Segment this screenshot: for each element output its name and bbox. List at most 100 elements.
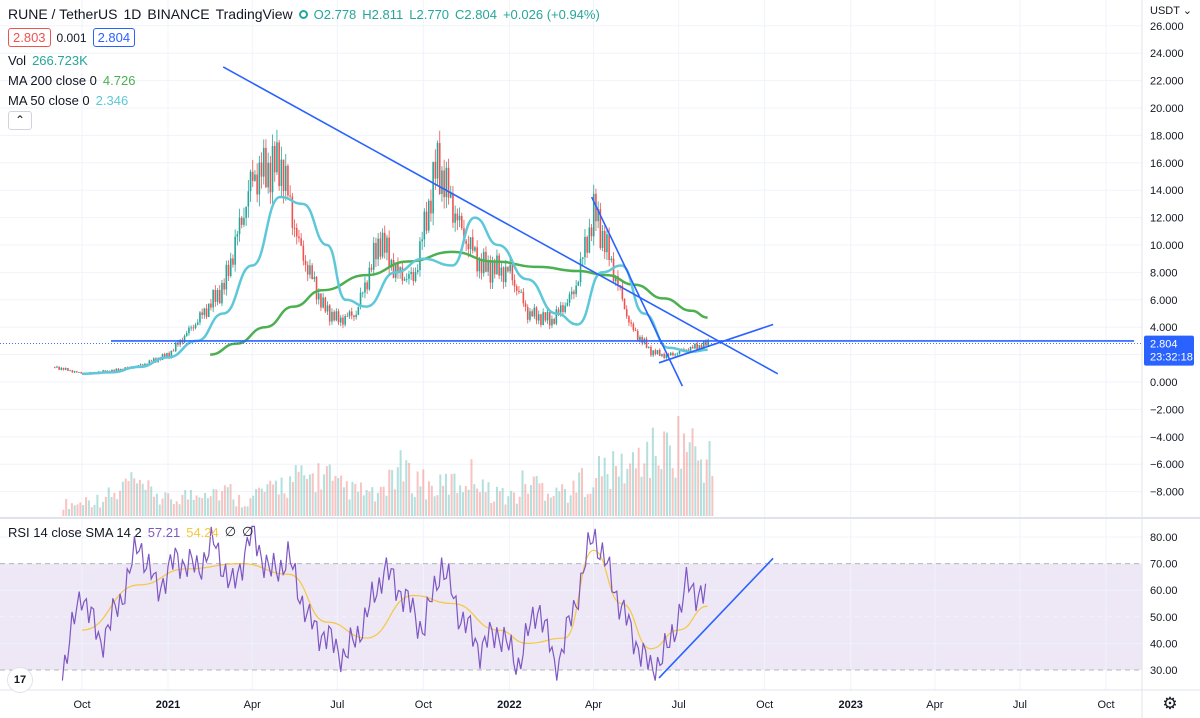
volume-value: 266.723K — [32, 53, 88, 68]
volume-bar — [82, 505, 85, 516]
candle-body — [628, 316, 630, 323]
volume-bar — [563, 489, 566, 516]
volume-bar — [493, 501, 496, 516]
rsi-legend[interactable]: RSI 14 close SMA 14 2 57.21 54.24 ∅ ∅ — [8, 524, 253, 540]
candle-body — [344, 316, 346, 325]
candle-body — [425, 211, 428, 231]
candle-body — [295, 227, 298, 237]
candle-body — [603, 230, 606, 253]
gear-icon[interactable]: ⚙ — [1162, 694, 1178, 713]
volume-bar — [308, 474, 311, 516]
descending-resistance-trendline[interactable] — [222, 66, 779, 375]
candle-body — [383, 232, 386, 253]
candle-body — [531, 311, 533, 317]
candle-body — [617, 276, 619, 286]
candle-body — [300, 238, 302, 246]
volume-bar — [422, 469, 425, 516]
candle-body — [654, 350, 657, 355]
candle-body — [80, 372, 82, 374]
interval-label[interactable]: 1D — [123, 6, 142, 22]
volume-legend[interactable]: Vol 266.723K — [8, 53, 88, 68]
time-axis-label: Jul — [330, 699, 344, 711]
candle-body — [201, 312, 203, 316]
last-price-badge — [1144, 335, 1194, 366]
candle-body — [249, 171, 252, 192]
volume-bar — [405, 460, 408, 516]
rising-wedge-support-trendline[interactable] — [658, 323, 774, 364]
candle-body — [317, 293, 320, 300]
rsi-tick-label: 80.00 — [1150, 532, 1178, 544]
volume-bar — [297, 471, 300, 516]
candle-body — [192, 327, 195, 329]
price-tick-label: 18.000 — [1150, 130, 1184, 142]
candle-body — [584, 236, 586, 258]
symbol-title[interactable]: RUNE / TetherUS — [8, 6, 118, 22]
candle-body — [700, 345, 703, 350]
volume-bar — [521, 470, 524, 516]
ma200-legend[interactable]: MA 200 close 0 4.726 — [8, 73, 135, 88]
candle-body — [67, 368, 69, 371]
rsi-value: 57.21 — [147, 524, 181, 540]
collapse-legend-button[interactable]: ⌃ — [8, 111, 32, 130]
candle-body — [614, 276, 617, 282]
candle-body — [665, 354, 668, 358]
candle-body — [463, 228, 465, 241]
rsi-support-trendline[interactable] — [658, 557, 774, 679]
ma50-label: MA 50 close 0 — [8, 93, 90, 108]
candle-body — [331, 311, 333, 322]
candle-body — [441, 170, 443, 194]
volume-bar — [62, 509, 65, 516]
volume-bar — [544, 500, 547, 516]
volume-bar — [323, 474, 326, 516]
ma50-legend[interactable]: MA 50 close 0 2.346 — [8, 93, 128, 108]
source-label: TradingView — [215, 6, 293, 22]
volume-bar — [592, 487, 595, 516]
candle-body — [661, 353, 663, 356]
volume-bar — [263, 491, 266, 516]
ma200-value: 4.726 — [102, 73, 136, 88]
candle-body — [557, 309, 560, 313]
volume-bar — [277, 494, 280, 516]
symbol-header: RUNE / TetherUS 1D BINANCE TradingView O… — [8, 6, 600, 22]
rsi-sma-value: 54.24 — [186, 524, 219, 540]
volume-bar — [138, 480, 141, 516]
steep-downtrend-trendline[interactable] — [590, 196, 684, 387]
volume-bar — [104, 496, 107, 516]
candle-body — [390, 259, 393, 268]
sell-price-button[interactable]: 2.803 — [8, 28, 51, 47]
ma200-label: MA 200 close 0 — [8, 73, 97, 88]
volume-bar — [79, 502, 82, 516]
volume-bar — [649, 477, 652, 516]
candle-body — [652, 350, 654, 356]
volume-bar — [232, 499, 235, 516]
candle-body — [326, 305, 329, 312]
volume-bar — [552, 495, 555, 516]
volume-bar — [306, 479, 309, 516]
volume-bar — [328, 464, 331, 516]
volume-bar — [697, 460, 700, 516]
price-tick-label: 6.000 — [1150, 295, 1178, 307]
candle-body — [482, 251, 485, 274]
volume-bar — [459, 485, 462, 516]
volume-bar — [320, 489, 323, 516]
candle-body — [691, 346, 694, 349]
time-axis-label: 2023 — [838, 699, 862, 711]
tradingview-logo-icon[interactable]: 17 — [8, 668, 32, 692]
candle-body — [174, 342, 177, 352]
candle-body — [397, 263, 399, 273]
volume-bar — [575, 492, 578, 516]
volume-bar — [569, 495, 572, 516]
candle-body — [196, 322, 199, 325]
volume-bar — [209, 496, 212, 516]
volume-bar — [402, 481, 405, 516]
volume-bar — [348, 499, 351, 516]
volume-bar — [711, 475, 714, 516]
rsi-tick-label: 60.00 — [1150, 585, 1178, 597]
volume-bar — [578, 472, 581, 516]
candle-body — [586, 236, 588, 253]
volume-bar — [393, 489, 396, 516]
buy-price-button[interactable]: 2.804 — [92, 28, 136, 47]
candle-body — [667, 354, 670, 356]
currency-label[interactable]: USDT ⌄ — [1150, 5, 1192, 17]
